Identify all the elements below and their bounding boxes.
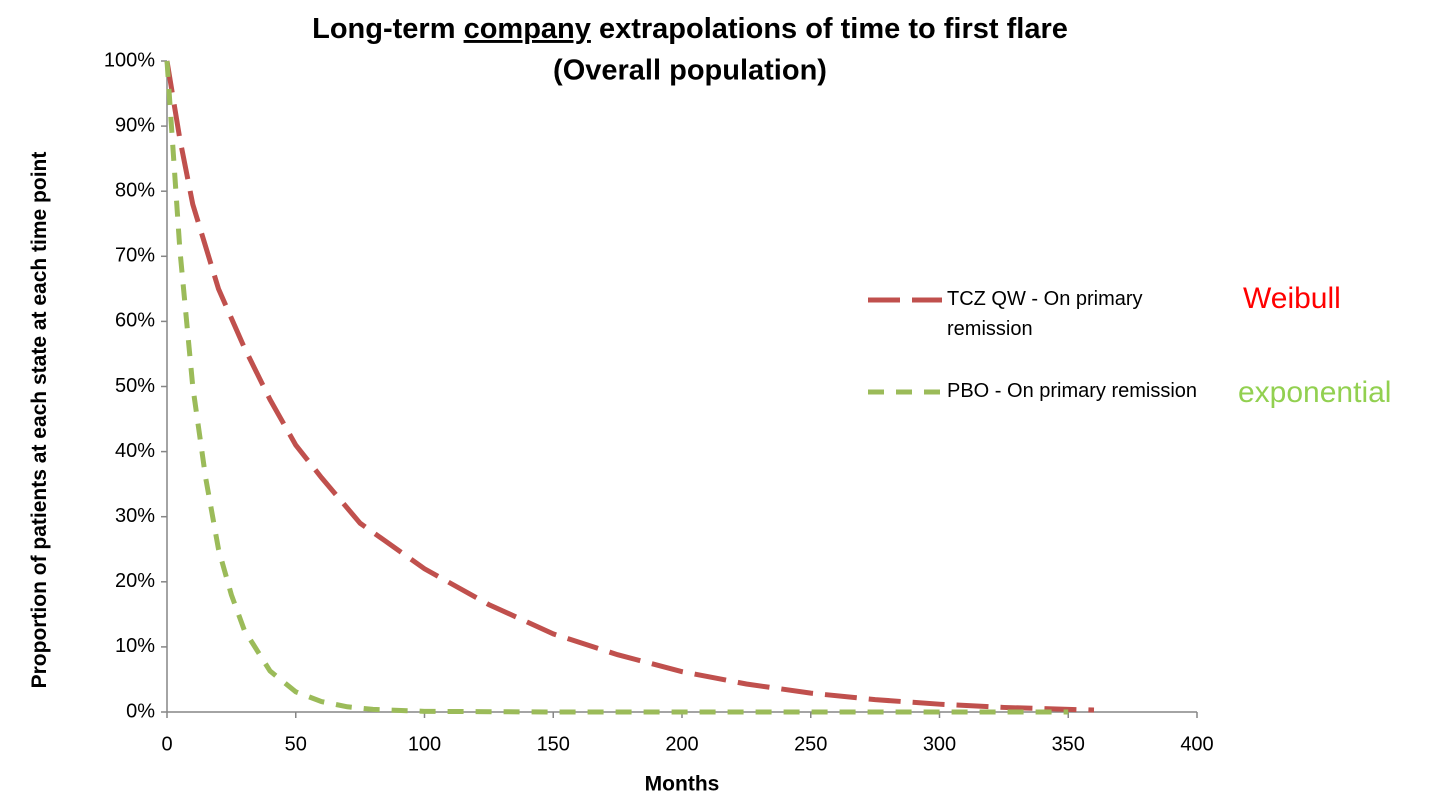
chart-title: Long-term company extrapolations of time…: [312, 13, 1068, 45]
chart-subtitle: (Overall population): [553, 55, 827, 87]
title-part: extrapolations of time to first flare: [591, 13, 1068, 45]
x-tick-label: 100: [408, 733, 441, 755]
y-tick-label: 30%: [115, 505, 155, 527]
x-tick-label: 0: [161, 733, 172, 755]
y-tick-label: 40%: [115, 440, 155, 462]
y-tick-label: 0%: [126, 700, 155, 722]
legend-label: TCZ QW - On primary remission: [947, 288, 1143, 340]
title-part: company: [464, 13, 591, 45]
annotation: Weibull: [1243, 282, 1341, 315]
x-tick-label: 300: [923, 733, 956, 755]
series-line: [164, 60, 1069, 715]
annotation: exponential: [1238, 376, 1392, 409]
y-tick-label: 60%: [115, 310, 155, 332]
title-part: Long-term: [312, 13, 463, 45]
y-tick-label: 80%: [115, 179, 155, 201]
y-tick-label: 50%: [115, 375, 155, 397]
x-tick-label: 50: [285, 733, 307, 755]
y-tick-label: 70%: [115, 245, 155, 267]
x-tick-label: 150: [537, 733, 570, 755]
y-tick-label: 10%: [115, 635, 155, 657]
x-tick-label: 200: [665, 733, 698, 755]
y-tick-label: 90%: [115, 114, 155, 136]
x-axis-label: Months: [645, 773, 720, 796]
y-tick-label: 20%: [115, 570, 155, 592]
y-axis-label: Proportion of patients at each state at …: [28, 151, 51, 689]
legend-label: PBO - On primary remission: [947, 380, 1198, 402]
x-tick-label: 400: [1180, 733, 1213, 755]
y-tick-label: 100%: [104, 49, 155, 71]
series-line: [164, 60, 1095, 713]
x-tick-label: 250: [794, 733, 827, 755]
x-tick-label: 350: [1052, 733, 1085, 755]
